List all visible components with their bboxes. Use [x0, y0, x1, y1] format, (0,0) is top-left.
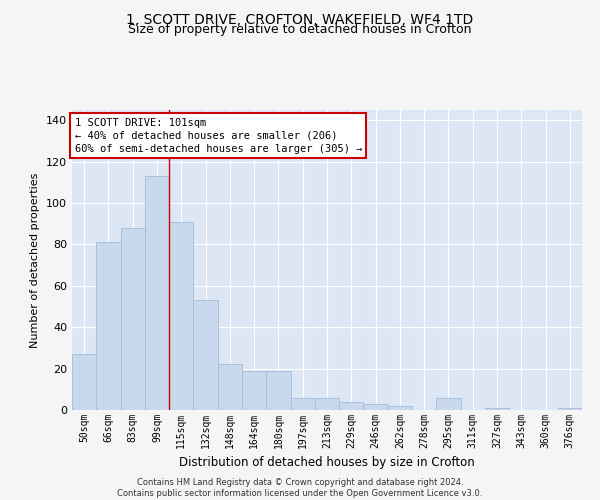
Y-axis label: Number of detached properties: Number of detached properties: [31, 172, 40, 348]
Bar: [169, 222, 193, 410]
Bar: [558, 408, 582, 410]
Bar: [96, 242, 121, 410]
Bar: [145, 176, 169, 410]
Bar: [364, 404, 388, 410]
Bar: [388, 406, 412, 410]
Bar: [242, 370, 266, 410]
Bar: [315, 398, 339, 410]
Text: 1 SCOTT DRIVE: 101sqm
← 40% of detached houses are smaller (206)
60% of semi-det: 1 SCOTT DRIVE: 101sqm ← 40% of detached …: [74, 118, 362, 154]
X-axis label: Distribution of detached houses by size in Crofton: Distribution of detached houses by size …: [179, 456, 475, 469]
Bar: [218, 364, 242, 410]
Bar: [121, 228, 145, 410]
Bar: [290, 398, 315, 410]
Bar: [72, 354, 96, 410]
Bar: [436, 398, 461, 410]
Text: Contains HM Land Registry data © Crown copyright and database right 2024.
Contai: Contains HM Land Registry data © Crown c…: [118, 478, 482, 498]
Bar: [193, 300, 218, 410]
Bar: [339, 402, 364, 410]
Bar: [266, 370, 290, 410]
Text: Size of property relative to detached houses in Crofton: Size of property relative to detached ho…: [128, 22, 472, 36]
Text: 1, SCOTT DRIVE, CROFTON, WAKEFIELD, WF4 1TD: 1, SCOTT DRIVE, CROFTON, WAKEFIELD, WF4 …: [127, 12, 473, 26]
Bar: [485, 408, 509, 410]
